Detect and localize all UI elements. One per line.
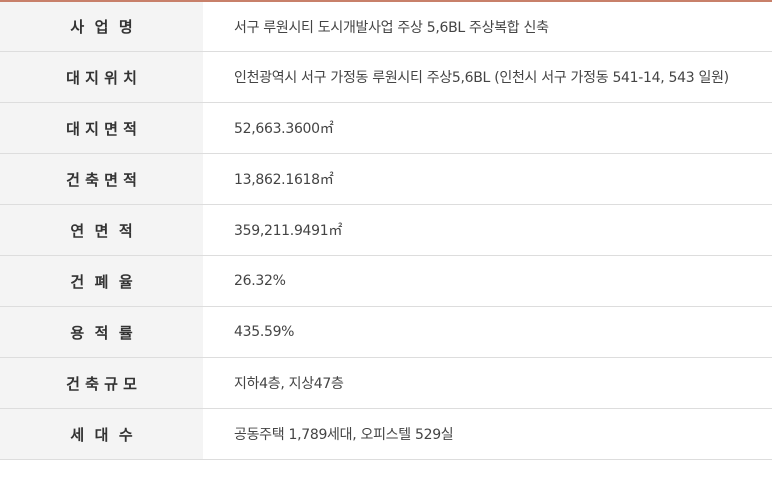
table-row: 사 업 명 서구 루원시티 도시개발사업 주상 5,6BL 주상복합 신축 [0,2,772,52]
household-count-value: 공동주택 1,789세대, 오피스텔 529실 [234,427,454,443]
row-label-cell: 연 면 적 [0,205,203,255]
table-row: 건 축 면 적 13,862.1618㎡ [0,154,772,205]
site-location-value: 인천광역시 서구 가정동 루원시티 주상5,6BL (인천시 서구 가정동 54… [234,70,729,86]
site-location-label: 대 지 위 치 [66,68,137,87]
row-label-cell: 세 대 수 [0,409,203,459]
project-overview-table: 사 업 명 서구 루원시티 도시개발사업 주상 5,6BL 주상복합 신축 대 … [0,0,772,460]
table-row: 건 축 규 모 지하4층, 지상47층 [0,358,772,409]
building-coverage-value: 26.32% [234,273,286,289]
row-label-cell: 대 지 위 치 [0,52,203,102]
row-label-cell: 사 업 명 [0,2,203,51]
floor-area-ratio-value: 435.59% [234,324,295,340]
building-area-label: 건 축 면 적 [66,170,137,189]
building-scale-label: 건 축 규 모 [66,374,137,393]
building-scale-value: 지하4층, 지상47층 [234,376,344,392]
total-floor-area-label: 연 면 적 [70,221,133,240]
table-row: 연 면 적 359,211.9491㎡ [0,205,772,256]
project-name-label: 사 업 명 [70,18,133,36]
site-area-value: 52,663.3600㎡ [234,121,334,137]
row-label-cell: 건 축 규 모 [0,358,203,408]
table-row: 대 지 위 치 인천광역시 서구 가정동 루원시티 주상5,6BL (인천시 서… [0,52,772,103]
building-area-value: 13,862.1618㎡ [234,172,334,188]
building-coverage-label: 건 폐 율 [70,272,133,291]
table-row: 대 지 면 적 52,663.3600㎡ [0,103,772,154]
household-count-label: 세 대 수 [70,425,133,444]
floor-area-ratio-label: 용 적 률 [70,323,133,342]
row-label-cell: 건 축 면 적 [0,154,203,204]
total-floor-area-value: 359,211.9491㎡ [234,223,343,239]
table-row: 용 적 률 435.59% [0,307,772,358]
project-name-value: 서구 루원시티 도시개발사업 주상 5,6BL 주상복합 신축 [234,19,549,36]
site-area-label: 대 지 면 적 [66,119,137,138]
row-label-cell: 용 적 률 [0,307,203,357]
row-label-cell: 대 지 면 적 [0,103,203,153]
row-label-cell: 건 폐 율 [0,256,203,306]
table-row: 세 대 수 공동주택 1,789세대, 오피스텔 529실 [0,409,772,460]
table-row: 건 폐 율 26.32% [0,256,772,307]
